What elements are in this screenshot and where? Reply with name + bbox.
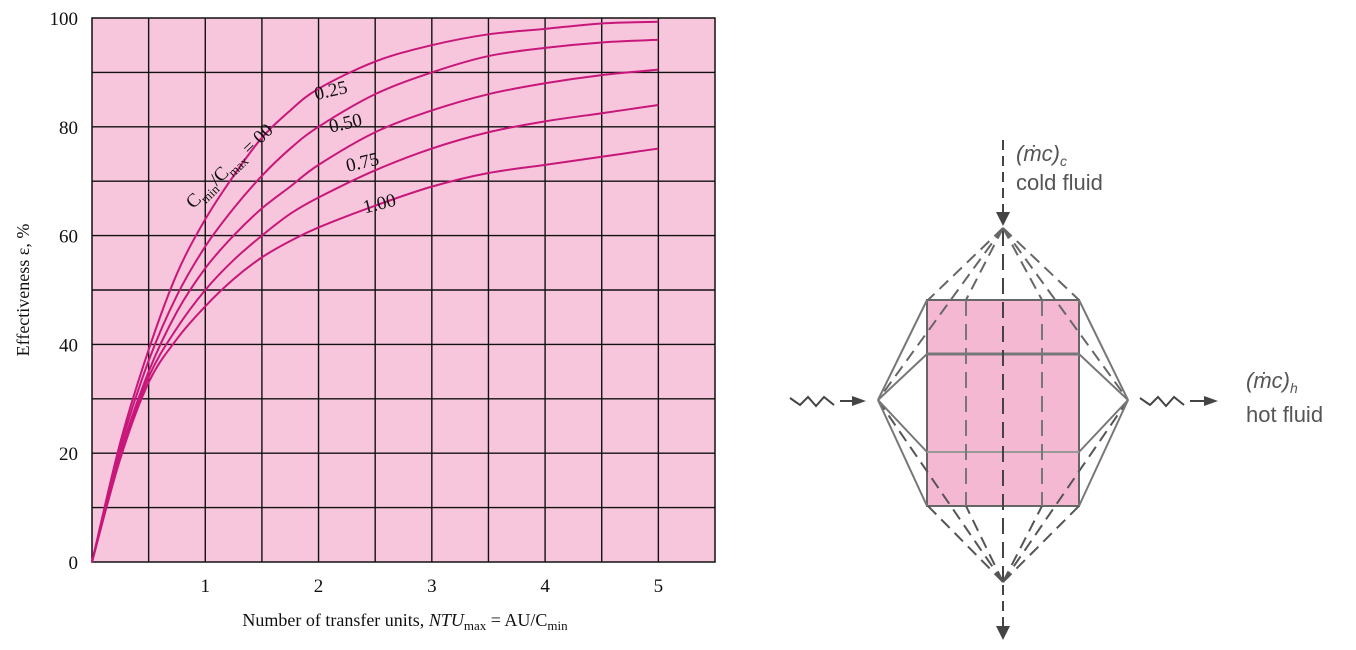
- x-tick-label: 2: [314, 576, 324, 597]
- hot-inlet-squiggle: [789, 395, 866, 408]
- inlet-manifold-lines: [877, 227, 1129, 401]
- cold-fluid-label: cold fluid: [1016, 170, 1103, 195]
- hot-flow-rate-label: (ṁc)h: [1246, 368, 1298, 396]
- tick-labels: 1 2 3 4 5 0 20 40 60 80 100: [50, 9, 664, 597]
- y-tick-label: 100: [50, 9, 79, 30]
- series-line-0-75: [91, 104, 659, 563]
- x-axis-label: Number of transfer units, NTUmax = AU/Cm…: [242, 610, 568, 633]
- cold-inlet-arrow: [996, 140, 1010, 226]
- y-tick-label: 0: [69, 553, 79, 574]
- hot-fluid-label: hot fluid: [1246, 402, 1323, 427]
- x-tick-label: 1: [201, 576, 211, 597]
- y-tick-label: 20: [59, 444, 78, 465]
- hot-side-lines: [877, 299, 1129, 507]
- series-line-0-50: [91, 68, 659, 563]
- y-tick-label: 80: [59, 118, 78, 139]
- grid-lines: [92, 18, 715, 562]
- x-tick-label: 5: [654, 576, 664, 597]
- series-line-1-00: [91, 147, 659, 563]
- outlet-manifold-lines: [877, 399, 1129, 583]
- y-axis-label: Effectiveness ε, %: [13, 224, 33, 357]
- y-tick-label: 40: [59, 335, 78, 356]
- cold-outlet-arrow: [996, 585, 1010, 640]
- hot-outlet-squiggle: [1139, 395, 1218, 408]
- series-line-0: [91, 20, 659, 563]
- curves: [91, 20, 659, 563]
- y-tick-label: 60: [59, 227, 78, 248]
- x-tick-label: 3: [427, 576, 437, 597]
- x-tick-label: 4: [540, 576, 550, 597]
- crossflow-diagram: (ṁc)c cold fluid (ṁc)h hot fluid: [789, 140, 1323, 640]
- cold-flow-rate-label: (ṁc)c: [1016, 141, 1067, 169]
- series-line-0-25: [91, 38, 659, 563]
